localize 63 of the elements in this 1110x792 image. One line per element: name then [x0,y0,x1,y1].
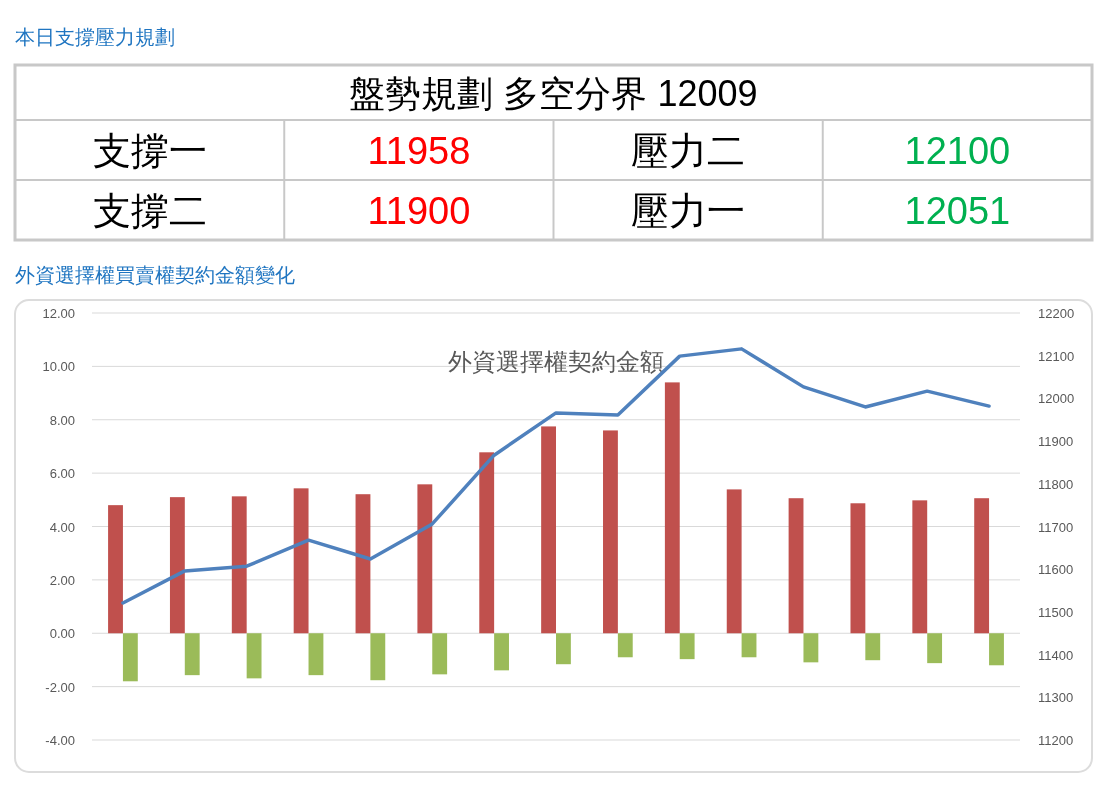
y2-tick-label: 11800 [1038,476,1074,492]
bar [788,498,804,634]
bar [927,633,943,664]
bar [989,633,1004,666]
y-tick-label: -2.00 [45,679,75,695]
bar [617,633,633,658]
y-tick-label: 6.00 [49,466,75,482]
text: 本日支撐壓力規劃 [15,26,175,48]
bar [865,633,881,661]
y2-tick-label: 11300 [1038,690,1074,706]
bar [231,496,247,634]
y2-tick-label: 11900 [1038,434,1074,450]
line-series [121,347,991,605]
y2-tick-label: 11700 [1038,519,1074,535]
y2-tick-label: 12100 [1038,348,1075,364]
bar [122,633,138,682]
bar [850,503,866,634]
text: 外資選擇權契約金額 [448,348,664,375]
bar [479,452,495,634]
bar [246,633,262,679]
bar [184,633,200,676]
bar [417,484,433,634]
data-label: 11900 [367,190,471,232]
text: 盤勢規劃 多空分界 12009 [349,73,758,114]
bar [370,633,386,681]
bar [432,633,448,675]
bar [308,633,324,676]
bar [556,633,571,665]
bar [169,497,185,634]
bar [541,426,556,634]
y-tick-label: 12.00 [42,306,75,321]
y2-tick-label: 11500 [1038,604,1074,620]
bar [108,505,123,634]
category-label: 支撐一 [92,130,207,172]
chart-title: 外資選擇權買賣權契約金額變化 [15,264,295,286]
category-label: 壓力二 [631,130,746,172]
bar [741,633,757,658]
data-label: 12051 [904,190,1011,232]
y2-tick-label: 11400 [1038,647,1074,663]
category-label: 壓力一 [631,190,746,232]
y2-tick-label: 11200 [1038,733,1074,748]
y-tick-label: 8.00 [49,412,75,428]
data-label: 11958 [367,130,471,172]
data-label: 12100 [904,130,1011,172]
category-label: 支撐二 [92,190,207,232]
bar [726,489,742,634]
bar [664,382,680,634]
bar [679,633,695,660]
y2-tick-label: 12200 [1038,306,1075,321]
y2-tick-label: 11600 [1038,562,1074,578]
bar [974,498,990,634]
bar [912,500,928,634]
y2-tick-label: 12000 [1038,391,1075,407]
y-tick-label: 10.00 [42,359,75,375]
bar [494,633,509,671]
bar [803,633,819,663]
y-tick-label: 2.00 [49,572,75,588]
y-tick-label: -4.00 [45,733,75,748]
y-tick-label: 0.00 [49,626,75,642]
y-tick-label: 4.00 [49,519,75,535]
bar [293,488,309,634]
bar [603,430,618,634]
bar [355,494,371,634]
